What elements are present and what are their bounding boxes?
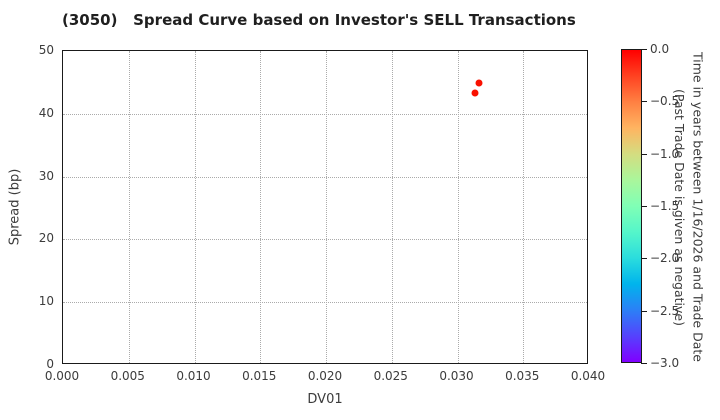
gridline-horizontal <box>63 302 587 304</box>
gridline-vertical <box>523 51 525 363</box>
colorbar-tick-mark <box>641 49 647 50</box>
colorbar-tick-mark <box>641 153 647 155</box>
x-tick-label: 0.025 <box>373 369 408 383</box>
colorbar-tick-mark <box>641 101 647 103</box>
colorbar-label: Time in years between 1/16/2026 and Trad… <box>669 40 707 374</box>
y-tick-label: 0 <box>46 357 54 371</box>
colorbar-tick-mark <box>641 206 647 207</box>
gridline-horizontal <box>63 113 587 115</box>
chart-title: (3050) Spread Curve based on Investor's … <box>62 11 576 29</box>
data-point <box>475 79 483 87</box>
plot-area <box>62 50 588 364</box>
gridline-horizontal <box>63 176 587 178</box>
y-tick-label: 10 <box>38 294 54 309</box>
gridline-vertical <box>260 51 262 363</box>
y-tick-label: 20 <box>38 231 54 246</box>
colorbar-tick-label: −0.5 <box>650 94 680 109</box>
y-tick-label: 40 <box>38 105 54 120</box>
y-tick-label: 30 <box>38 168 54 183</box>
x-tick-label: 0.020 <box>307 369 343 383</box>
colorbar-tick-mark <box>641 310 647 312</box>
y-tick-label: 50 <box>38 43 54 57</box>
x-tick-label: 0.030 <box>439 369 474 383</box>
x-tick-label: 0.010 <box>176 369 211 383</box>
gridline-vertical <box>391 51 393 363</box>
x-tick-label: 0.000 <box>44 369 80 383</box>
y-axis-label: Spread (bp) <box>7 168 23 246</box>
gridline-vertical <box>326 51 327 363</box>
x-tick-label: 0.005 <box>110 369 145 383</box>
colorbar-tick-label: −1.0 <box>650 146 680 161</box>
colorbar-tick-label: −2.0 <box>650 251 680 266</box>
colorbar-tick-label: 0.0 <box>650 42 670 56</box>
x-tick-label: 0.015 <box>242 369 277 383</box>
gridline-horizontal <box>63 239 587 241</box>
x-tick-label: 0.040 <box>570 369 606 383</box>
colorbar-tick-label: −2.5 <box>650 303 680 318</box>
x-tick-label: 0.035 <box>505 369 540 383</box>
gridline-vertical <box>128 51 130 363</box>
x-axis-label: DV01 <box>307 392 343 407</box>
data-point <box>471 89 479 97</box>
colorbar-label-line-1: Time in years between 1/16/2026 and Trad… <box>690 52 706 362</box>
colorbar <box>621 49 642 363</box>
gridline-vertical <box>457 51 459 363</box>
colorbar-label-line-2: (Past Trade Date is given as negative) <box>671 88 687 326</box>
gridline-vertical <box>194 51 196 363</box>
colorbar-tick-mark <box>641 258 647 260</box>
colorbar-tick-label: −1.5 <box>650 199 680 213</box>
colorbar-tick-label: −3.0 <box>650 356 680 370</box>
colorbar-tick-mark <box>641 363 647 364</box>
